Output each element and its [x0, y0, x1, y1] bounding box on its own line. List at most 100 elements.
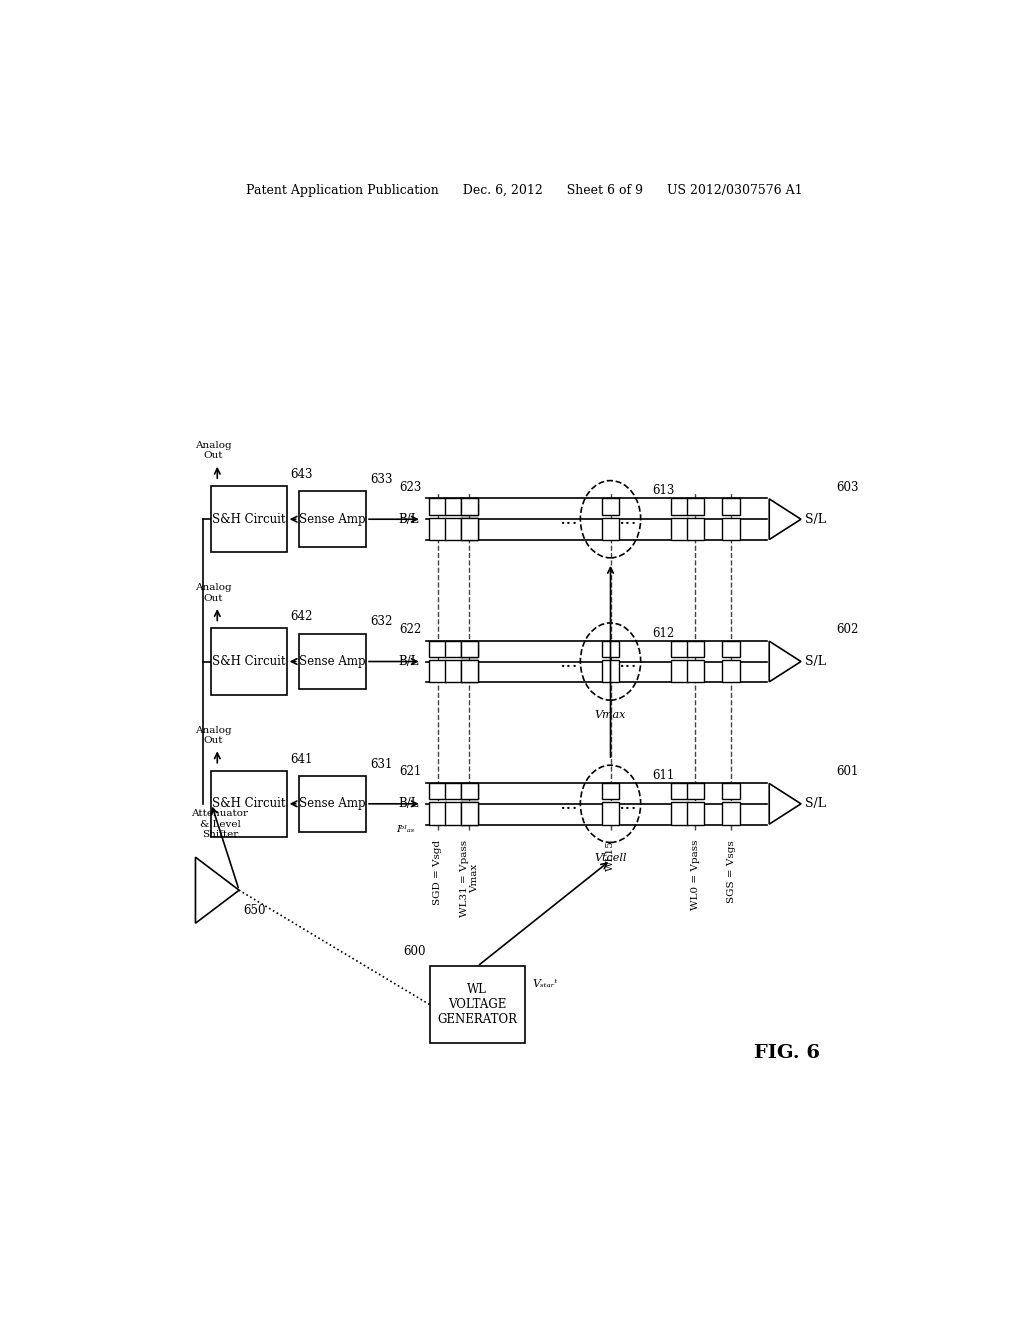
- Text: SGS = Vsgs: SGS = Vsgs: [727, 840, 735, 903]
- Text: Patent Application Publication      Dec. 6, 2012      Sheet 6 of 9      US 2012/: Patent Application Publication Dec. 6, 2…: [247, 185, 803, 198]
- Bar: [602, 640, 620, 657]
- Text: S/L: S/L: [805, 512, 825, 525]
- Text: 642: 642: [291, 610, 313, 623]
- Bar: [602, 499, 620, 515]
- Bar: [461, 783, 478, 799]
- Text: B/L: B/L: [398, 797, 419, 810]
- Text: S&H Circuit: S&H Circuit: [212, 797, 286, 810]
- Bar: [671, 499, 688, 515]
- Text: 601: 601: [837, 766, 859, 779]
- Bar: [722, 499, 740, 515]
- Text: Analog
Out: Analog Out: [195, 583, 231, 603]
- Bar: [671, 517, 688, 540]
- Text: Analog
Out: Analog Out: [195, 441, 231, 461]
- Bar: [602, 517, 620, 540]
- Bar: [722, 803, 740, 825]
- Bar: [461, 640, 478, 657]
- Text: 613: 613: [652, 484, 675, 498]
- Bar: [602, 783, 620, 799]
- Bar: [687, 660, 705, 682]
- Text: S/L: S/L: [805, 655, 825, 668]
- Bar: [461, 660, 478, 682]
- Text: B/L: B/L: [398, 512, 419, 525]
- Text: ...: ...: [559, 511, 578, 528]
- Text: Vtcell: Vtcell: [594, 853, 627, 863]
- Bar: [211, 771, 287, 837]
- Text: S&H Circuit: S&H Circuit: [212, 655, 286, 668]
- Text: 602: 602: [837, 623, 859, 636]
- Bar: [671, 803, 688, 825]
- Bar: [687, 783, 705, 799]
- Bar: [444, 499, 462, 515]
- Bar: [461, 640, 478, 657]
- Bar: [722, 517, 740, 540]
- Bar: [461, 499, 478, 515]
- Bar: [429, 640, 446, 657]
- Text: B/L: B/L: [398, 655, 419, 668]
- Bar: [211, 628, 287, 694]
- Bar: [602, 660, 620, 682]
- Text: 650: 650: [243, 904, 265, 917]
- Bar: [687, 640, 705, 657]
- Text: SGD = Vsgd: SGD = Vsgd: [433, 840, 442, 906]
- Bar: [429, 517, 446, 540]
- Bar: [299, 491, 367, 548]
- Bar: [211, 486, 287, 552]
- Text: ...: ...: [559, 652, 578, 671]
- Text: 641: 641: [291, 752, 313, 766]
- Text: Vmax: Vmax: [595, 710, 627, 721]
- Bar: [444, 783, 462, 799]
- Bar: [722, 640, 740, 657]
- Bar: [687, 499, 705, 515]
- Bar: [671, 783, 688, 799]
- Text: WL0 = Vpass: WL0 = Vpass: [691, 840, 700, 911]
- Text: ...: ...: [618, 795, 637, 813]
- Text: 622: 622: [399, 623, 422, 636]
- Text: S/L: S/L: [805, 797, 825, 810]
- Text: 600: 600: [403, 945, 426, 958]
- Bar: [722, 783, 740, 799]
- Bar: [687, 517, 705, 540]
- Bar: [602, 803, 620, 825]
- Text: 603: 603: [837, 480, 859, 494]
- Bar: [461, 660, 478, 682]
- Bar: [461, 803, 478, 825]
- Bar: [429, 783, 446, 799]
- Text: 631: 631: [370, 758, 392, 771]
- Bar: [430, 966, 525, 1043]
- Bar: [429, 499, 446, 515]
- Bar: [444, 803, 462, 825]
- Text: Attenuator
& Level
Shifter: Attenuator & Level Shifter: [191, 809, 249, 840]
- Text: Sense Amp: Sense Amp: [299, 512, 366, 525]
- Bar: [461, 517, 478, 540]
- Text: 612: 612: [652, 627, 675, 640]
- Bar: [429, 660, 446, 682]
- Bar: [429, 803, 446, 825]
- Text: 611: 611: [652, 768, 675, 781]
- Text: WL15: WL15: [606, 840, 615, 871]
- Text: Sense Amp: Sense Amp: [299, 655, 366, 668]
- Text: WL
VOLTAGE
GENERATOR: WL VOLTAGE GENERATOR: [437, 983, 517, 1026]
- Text: 643: 643: [291, 469, 313, 480]
- Bar: [461, 783, 478, 799]
- Bar: [461, 499, 478, 515]
- Text: ...: ...: [618, 652, 637, 671]
- Text: 623: 623: [399, 480, 422, 494]
- Text: 633: 633: [370, 473, 392, 486]
- Bar: [671, 660, 688, 682]
- Text: Sense Amp: Sense Amp: [299, 797, 366, 810]
- Text: 621: 621: [399, 766, 422, 779]
- Bar: [671, 640, 688, 657]
- Bar: [299, 776, 367, 832]
- Text: Vₛₜₐᵣᵗ: Vₛₜₐᵣᵗ: [532, 979, 558, 989]
- Bar: [722, 660, 740, 682]
- Text: 632: 632: [370, 615, 392, 628]
- Bar: [444, 640, 462, 657]
- Bar: [461, 803, 478, 825]
- Text: Iᵇᴵₐₛ: Iᵇᴵₐₛ: [396, 825, 415, 834]
- Bar: [299, 634, 367, 689]
- Text: Analog
Out: Analog Out: [195, 726, 231, 744]
- Bar: [461, 517, 478, 540]
- Bar: [444, 660, 462, 682]
- Text: ...: ...: [618, 511, 637, 528]
